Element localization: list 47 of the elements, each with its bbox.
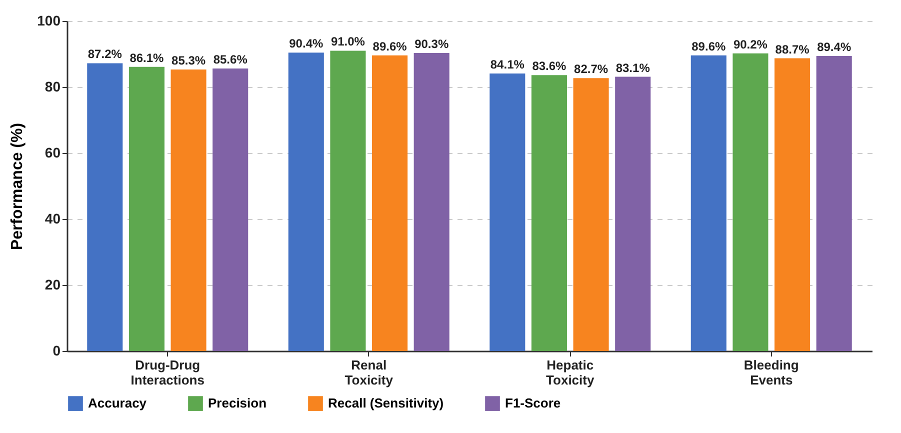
bar: [531, 75, 567, 351]
x-tick-label: Bleeding Events: [744, 358, 799, 388]
y-tick-label: 80: [44, 78, 61, 94]
y-tick-label: 0: [52, 342, 61, 358]
bar: [212, 68, 248, 351]
data-label: 90.4%: [289, 36, 324, 51]
bar: [170, 70, 206, 351]
bar: [774, 58, 810, 351]
x-tick-label: Hepatic Toxicity: [546, 358, 595, 388]
y-tick-label: 20: [44, 276, 61, 292]
bar: [414, 53, 450, 351]
data-label: 83.6%: [532, 59, 567, 74]
bar: [615, 76, 651, 351]
bar: [690, 55, 726, 351]
y-tick-label: 60: [44, 144, 61, 160]
bar: [372, 55, 408, 351]
data-label: 91.0%: [330, 34, 366, 49]
data-label: 89.4%: [817, 40, 852, 54]
y-tick-label: 40: [44, 210, 61, 226]
data-label: 82.7%: [574, 62, 608, 76]
legend-label: Recall (Sensitivity): [328, 396, 444, 411]
legend-label: Accuracy: [88, 396, 148, 411]
data-label: 85.3%: [172, 54, 206, 68]
data-label: 90.3%: [414, 37, 449, 52]
y-tick-label: 100: [37, 12, 61, 28]
legend-label: Precision: [208, 396, 267, 411]
data-label: 89.6%: [372, 39, 408, 54]
data-label: 89.6%: [692, 39, 726, 54]
data-label: 87.2%: [88, 47, 122, 62]
bar: [87, 63, 123, 351]
bar: [573, 78, 609, 351]
legend-label: F1-Score: [505, 396, 561, 411]
data-label: 85.6%: [213, 52, 248, 67]
bar: [490, 73, 526, 351]
bar: [816, 56, 852, 351]
y-axis-title: Performance (%): [9, 122, 26, 250]
bar: [732, 53, 768, 351]
data-label: 84.1%: [490, 57, 525, 72]
data-label: 83.1%: [616, 60, 650, 75]
data-label: 88.7%: [775, 42, 810, 56]
bar: [330, 50, 366, 351]
bar: [128, 66, 164, 351]
x-tick-label: Drug-Drug Interactions: [130, 358, 204, 388]
data-label: 90.2%: [733, 37, 768, 52]
x-tick-label: Renal Toxicity: [344, 358, 394, 388]
data-label: 86.1%: [130, 50, 164, 65]
bar: [288, 52, 324, 351]
